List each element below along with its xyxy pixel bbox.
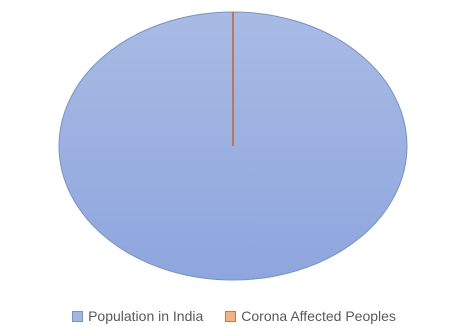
legend-item-population[interactable]: Population in India [72, 308, 203, 324]
legend-swatch-corona [225, 310, 237, 322]
legend-swatch-population [72, 310, 84, 322]
legend-label-corona: Corona Affected Peoples [241, 308, 396, 324]
legend-item-corona[interactable]: Corona Affected Peoples [225, 308, 396, 324]
chart-legend: Population in India Corona Affected Peop… [0, 306, 468, 326]
pie-plot-area [58, 11, 408, 281]
legend-label-population: Population in India [88, 308, 204, 324]
